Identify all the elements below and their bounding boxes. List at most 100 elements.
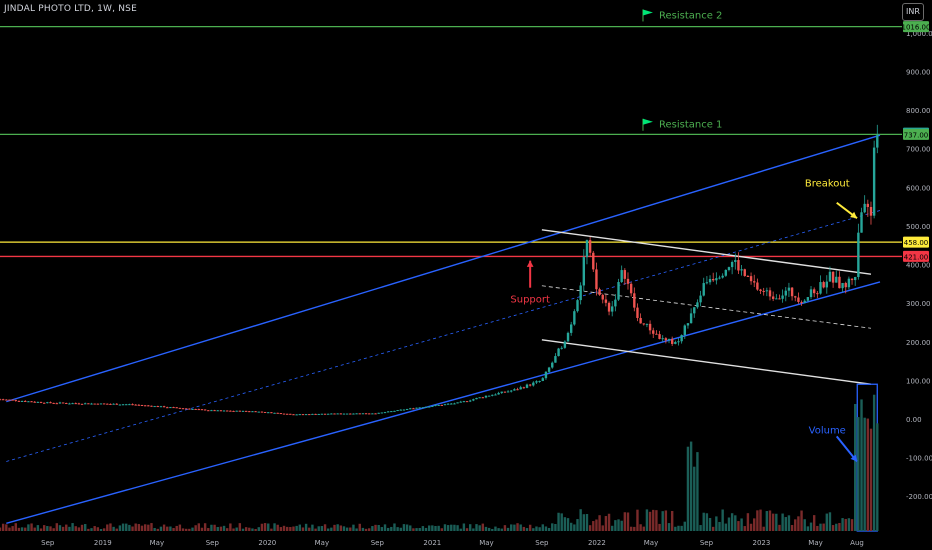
volume-bar: [715, 516, 718, 531]
volume-bar: [478, 525, 481, 531]
candle-body: [358, 413, 361, 415]
candle-body: [431, 406, 434, 408]
candle-body: [497, 392, 500, 395]
candle-body: [443, 404, 447, 406]
candle-body: [188, 408, 191, 410]
candle-body: [424, 406, 428, 408]
candle-body: [368, 413, 371, 415]
volume-bar: [431, 525, 434, 531]
candle-body: [828, 271, 832, 282]
volume-bar: [323, 524, 327, 531]
candle-body: [11, 399, 14, 401]
y-tick-label: 700.00: [906, 146, 931, 154]
candle-body: [156, 406, 159, 408]
x-tick-label: Sep: [206, 539, 220, 547]
x-tick-label: May: [644, 539, 658, 547]
candle-body: [427, 406, 431, 408]
candle-body: [771, 296, 775, 299]
y-tick-label: 900.00: [906, 68, 931, 76]
flag-cloth: [642, 118, 653, 125]
volume-bar: [677, 525, 680, 531]
volume-bar: [547, 527, 551, 531]
volume-bar: [560, 513, 563, 531]
candle-body: [128, 404, 131, 406]
volume-bar: [355, 528, 358, 531]
volume-bar: [20, 527, 24, 531]
candle-body: [333, 413, 336, 415]
candle-body: [99, 403, 103, 405]
candle-body: [304, 414, 308, 416]
candle-body: [210, 410, 213, 412]
candle-body: [573, 311, 576, 325]
volume-bar: [730, 513, 734, 531]
candle-body: [746, 275, 750, 277]
candle-body: [743, 269, 746, 276]
volume-bars: [0, 394, 879, 531]
candle-body: [450, 403, 453, 405]
candle-body: [342, 413, 346, 415]
candle-body: [314, 413, 317, 415]
candle-body: [838, 276, 841, 289]
volume-bar: [456, 525, 459, 531]
candle-body: [541, 378, 544, 381]
volume-bar: [648, 511, 652, 531]
candle-body: [282, 413, 286, 415]
volume-bar: [699, 525, 702, 531]
volume-bar: [197, 523, 201, 531]
volume-bar: [90, 528, 93, 531]
volume-bar: [295, 525, 298, 531]
volume-bar: [80, 524, 84, 531]
volume-bar: [102, 528, 106, 531]
candle-body: [510, 390, 513, 392]
candle-body: [724, 270, 728, 276]
volume-bar: [497, 528, 500, 531]
candle-body: [816, 293, 819, 295]
volume-bar: [800, 510, 803, 531]
candle-body: [17, 400, 21, 402]
price-label-bg: [903, 250, 929, 262]
candle-body: [383, 412, 387, 414]
candle-body: [298, 414, 301, 416]
candle-body: [661, 338, 664, 340]
arrow-icon: [526, 260, 534, 288]
volume-bar: [222, 525, 226, 531]
candle-body: [263, 411, 267, 413]
volume-bar: [364, 528, 368, 531]
candle-body: [768, 290, 772, 297]
candle-body: [191, 409, 194, 411]
volume-bar: [705, 513, 709, 531]
candle-body: [803, 300, 806, 303]
candle-body: [285, 413, 289, 415]
volume-bar: [74, 526, 77, 531]
volume-bar: [588, 525, 592, 531]
candle-body: [181, 408, 185, 410]
volume-bar: [816, 525, 819, 531]
volume-bar: [184, 528, 188, 531]
candle-body: [620, 270, 623, 283]
volume-bar: [172, 528, 175, 531]
candle-body: [730, 261, 734, 268]
volume-bar: [778, 524, 781, 531]
volume-bar: [711, 526, 715, 531]
candle-body: [566, 332, 570, 342]
candle-body: [784, 290, 787, 296]
price-label-text: 737.00: [904, 131, 929, 139]
volume-bar: [484, 526, 488, 531]
volume-bar: [756, 510, 759, 531]
volume-bar: [412, 528, 415, 531]
currency-button[interactable]: INR: [902, 3, 924, 21]
volume-bar: [765, 511, 769, 531]
candle-body: [232, 410, 235, 412]
volume-bar: [623, 512, 627, 531]
volume-bar: [566, 518, 570, 531]
volume-bar: [371, 526, 374, 531]
candle-body: [336, 413, 339, 415]
candle-body: [30, 401, 33, 403]
candle-body: [178, 407, 182, 409]
candle-body: [390, 411, 393, 413]
volume-bar: [573, 524, 576, 531]
volume-bar: [396, 527, 399, 531]
volume-bar: [65, 524, 68, 531]
candle-body: [778, 298, 781, 300]
